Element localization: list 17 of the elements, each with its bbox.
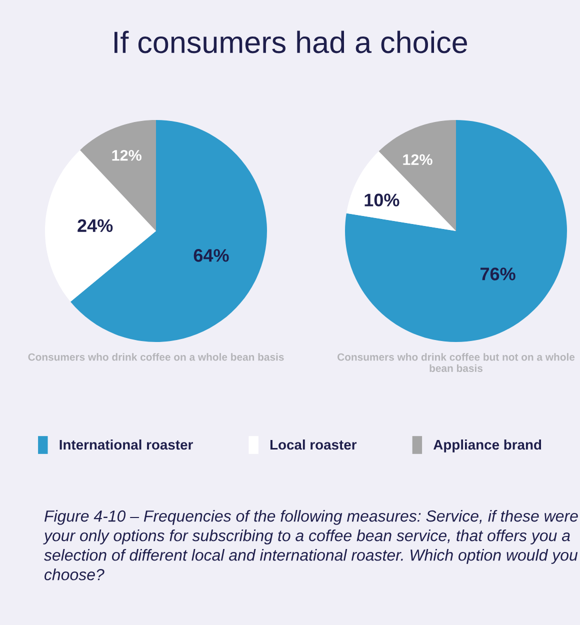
data-label: 12% (112, 150, 142, 161)
caption: Figure 4-10 – Frequencies of the following measures: Service, if these were your only options for subscribing to a coffee bean service, that offers you a selection of different local and international roaster. Which option would you choose? (43, 510, 578, 580)
legend-label: Appliance brand (434, 439, 542, 452)
pie-slice (345, 120, 567, 342)
legend-label: Local roaster (270, 439, 357, 450)
data-label: 76% (480, 268, 516, 280)
text: Consumers who drink coffee but not on a whole bean basis (338, 353, 575, 372)
pie-slice (346, 151, 456, 231)
data-label: 12% (403, 154, 432, 166)
chart-title: If consumers had a choice (114, 30, 467, 54)
data-label: 10% (364, 194, 400, 206)
text: Consumers who drink coffee on a whole bean basis (28, 353, 284, 361)
data-label: 24% (78, 219, 113, 232)
pie-slice (70, 120, 267, 342)
pie-slice (45, 150, 156, 302)
data-label: 64% (194, 249, 229, 262)
legend-label: International roaster (60, 439, 193, 450)
